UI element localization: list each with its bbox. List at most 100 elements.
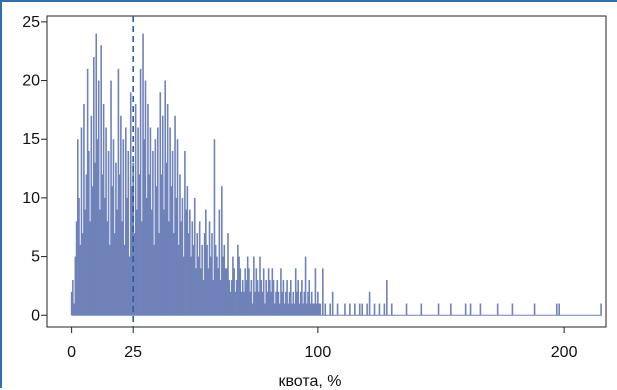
histogram-bar (186, 186, 189, 316)
histogram-bar (176, 139, 179, 316)
histogram-bar (361, 303, 364, 316)
histogram-bar (294, 268, 297, 316)
histogram-bar (319, 303, 322, 316)
histogram-bar (182, 256, 185, 316)
histogram-bar (230, 280, 233, 316)
histogram-bar (72, 280, 74, 316)
histogram-bar (296, 291, 298, 316)
histogram-bar (102, 104, 105, 316)
histogram-bar (257, 291, 260, 316)
histogram-bar (285, 291, 287, 316)
histogram-bar (308, 280, 311, 316)
histogram-bar (136, 209, 138, 316)
histogram-bar (304, 256, 307, 316)
histogram-bar (383, 303, 386, 316)
histogram-bar (196, 233, 199, 316)
histogram-bar (288, 291, 291, 316)
histogram-bar (81, 233, 84, 316)
histogram-bar (88, 150, 90, 316)
histogram-bar (349, 303, 351, 316)
histogram-bar (198, 221, 201, 316)
histogram-bar (286, 280, 288, 316)
histogram-bar (185, 209, 187, 316)
histogram-bar (217, 268, 219, 316)
histogram-bar (139, 68, 142, 316)
histogram-bar (251, 303, 254, 316)
histogram-bar (189, 209, 191, 316)
histogram-bar (272, 280, 275, 316)
histogram-bar (153, 244, 155, 316)
y-axis-ticks: 0 5 10 15 20 25 (22, 14, 47, 324)
histogram-bar (166, 104, 169, 316)
histogram-bar (222, 256, 224, 316)
histogram-bar (219, 280, 222, 316)
histogram-bar (237, 244, 239, 316)
histogram-bar (70, 291, 73, 316)
histogram-bar (168, 221, 170, 316)
histogram-bar (318, 303, 320, 316)
y-tick-label: 5 (31, 249, 40, 266)
histogram-bar (179, 174, 181, 316)
histogram-bar (131, 186, 133, 316)
histogram-bar (405, 303, 408, 316)
histogram-bar (164, 80, 166, 316)
histogram-bar (158, 233, 160, 316)
histogram-bar (306, 303, 308, 316)
histogram-bar (344, 303, 346, 316)
histogram-bar (173, 233, 175, 316)
histogram-bar (299, 291, 302, 316)
histogram-bar (255, 268, 258, 316)
histogram-bar (127, 150, 130, 316)
histogram-bar (270, 291, 272, 316)
histogram-bar (249, 291, 251, 316)
histogram-bar (358, 303, 361, 316)
histogram-bar (141, 221, 143, 316)
histogram-bar (291, 303, 293, 316)
histogram-bar (262, 268, 265, 316)
histogram-bar (235, 280, 238, 316)
histogram-bar (99, 209, 101, 316)
histogram-bar (107, 150, 110, 316)
histogram-bar (232, 256, 234, 316)
histogram-bar (390, 303, 393, 316)
histogram-bar (133, 233, 136, 316)
histogram-bar (181, 197, 184, 316)
histogram-bar (276, 280, 279, 316)
histogram-bar (315, 303, 318, 316)
histogram-bar (373, 303, 376, 316)
histogram-bar (322, 268, 324, 316)
histogram-bar (317, 291, 319, 316)
histogram-bar (253, 256, 255, 316)
x-tick-label: 0 (67, 344, 76, 361)
histogram-bar (307, 291, 309, 316)
histogram-bar (292, 291, 295, 316)
histogram-bar (244, 268, 247, 316)
histogram-bar (378, 303, 381, 316)
histogram-bar (302, 303, 304, 316)
histogram-bar (511, 303, 514, 316)
histogram-bar (246, 256, 249, 316)
histogram-bar (134, 104, 137, 316)
y-tick-label: 10 (22, 190, 40, 207)
histogram-bar (214, 244, 217, 316)
bars-group (70, 33, 603, 316)
histogram-bar (314, 268, 317, 316)
histogram-bar (75, 221, 78, 316)
histogram-bar (120, 115, 122, 316)
histogram-bar (106, 221, 109, 316)
histogram-bar (464, 303, 467, 316)
histogram-bar (187, 233, 190, 316)
histogram-bar (184, 150, 186, 316)
histogram-bar (310, 291, 313, 316)
histogram-bar (469, 303, 472, 316)
histogram-bar (289, 280, 292, 316)
histogram-bar (200, 268, 202, 316)
histogram-bar (233, 268, 235, 316)
histogram-bar (386, 280, 388, 316)
histogram-bar (190, 256, 192, 316)
histogram-bar (228, 280, 231, 316)
histogram-bar (450, 303, 452, 316)
histogram-bar (256, 280, 259, 316)
histogram-bar (266, 291, 269, 316)
histogram-bar (177, 244, 180, 316)
